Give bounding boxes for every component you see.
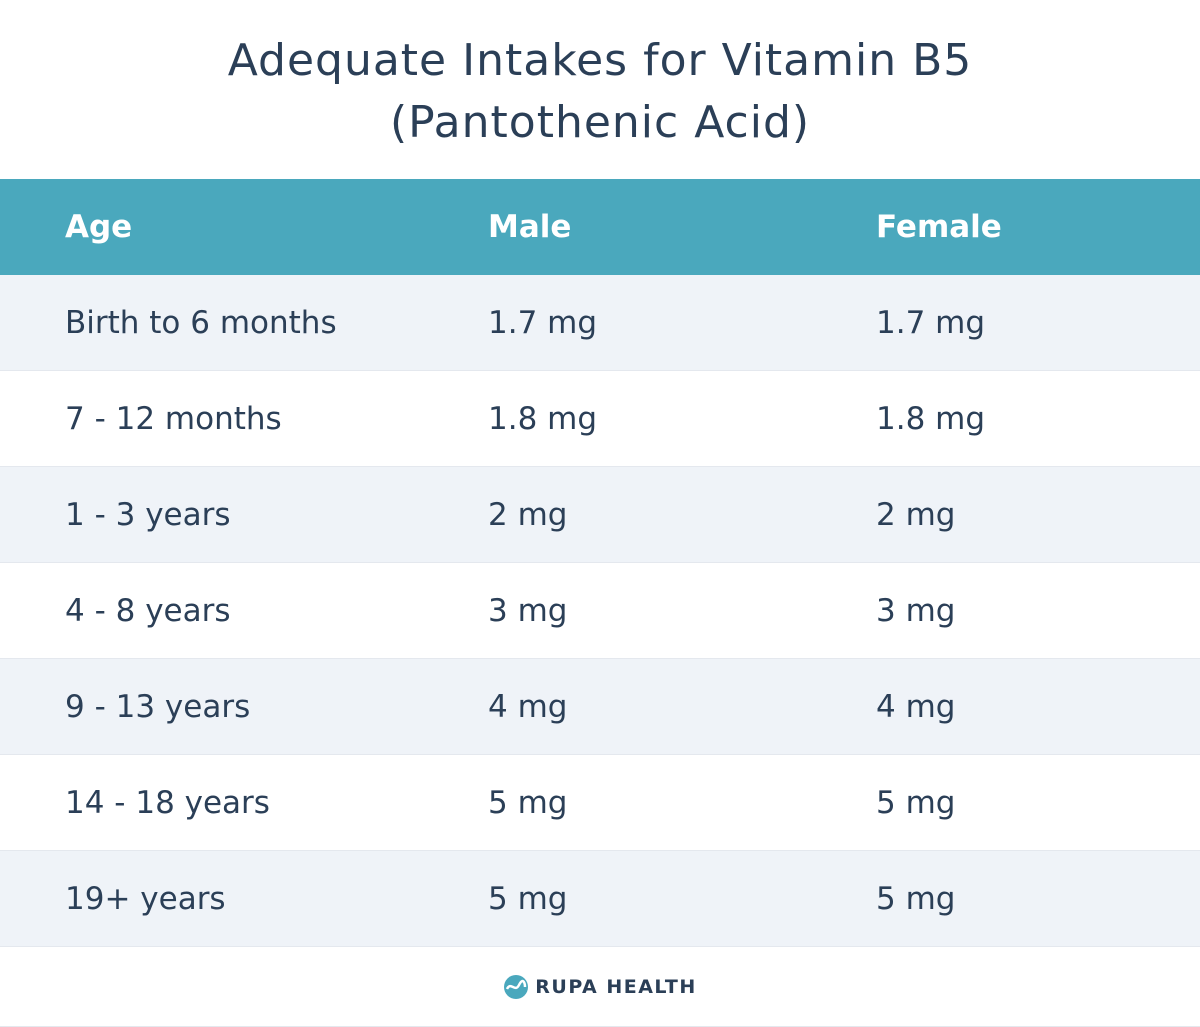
table-cell: 5 mg [488,784,568,821]
table-cell: 3 mg [488,592,568,629]
table-row: 4 - 8 years 3 mg 3 mg [0,563,1200,659]
table-cell: 2 mg [876,496,956,533]
table-row: 19+ years 5 mg 5 mg [0,851,1200,947]
table-cell: 1.8 mg [876,400,986,437]
table-cell: 5 mg [488,880,568,917]
brand: RUPA HEALTH [535,975,697,998]
table-cell: 14 - 18 years [65,784,270,821]
table-cell: 1.7 mg [876,304,986,341]
table-cell: 1.8 mg [488,400,598,437]
table-row: 14 - 18 years 5 mg 5 mg [0,755,1200,851]
table-cell: 4 mg [488,688,568,725]
title: Adequate Intakes for Vitamin B5 (Pantoth… [0,30,1200,154]
header-cell: Age [65,209,133,245]
table-cell: 1.7 mg [488,304,598,341]
table-cell: 2 mg [488,496,568,533]
logo [504,974,529,999]
title-line: Adequate Intakes for Vitamin B5 [227,35,973,86]
table-row: 9 - 13 years 4 mg 4 mg [0,659,1200,755]
table-cell: 3 mg [876,592,956,629]
table-cell: 4 - 8 years [65,592,231,629]
table-cell: 5 mg [876,880,956,917]
table-cell: 4 mg [876,688,956,725]
table-row: 7 - 12 months 1.8 mg 1.8 mg [0,371,1200,467]
table-cell: 7 - 12 months [65,400,282,437]
table-cell: Birth to 6 months [65,304,337,341]
table-cell: 19+ years [65,880,226,917]
title-line: (Pantothenic Acid) [389,97,811,148]
table-row: Birth to 6 months 1.7 mg 1.7 mg [0,275,1200,371]
table-cell: 1 - 3 years [65,496,231,533]
footer: RUPA HEALTH [0,947,1200,1027]
table-cell: 5 mg [876,784,956,821]
header-cell: Male [488,209,572,245]
table: Age Male Female Birth to 6 months 1.7 mg 1.7 … [0,179,1200,947]
table-row: 1 - 3 years 2 mg 2 mg [0,467,1200,563]
header-cell: Female [876,209,1002,245]
table-cell: 9 - 13 years [65,688,251,725]
header-row: Age Male Female [0,179,1200,275]
